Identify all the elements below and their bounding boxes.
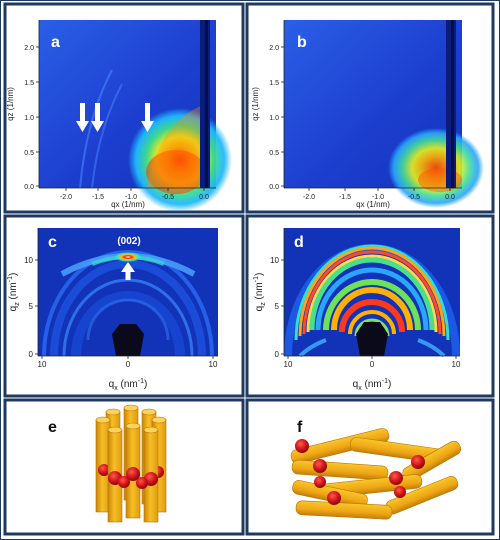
y-tick-label: 1.0 bbox=[269, 115, 279, 122]
panel-a-x-axis-label: qx (1/nm) bbox=[111, 200, 145, 209]
y-tick-label: 0 bbox=[275, 350, 280, 359]
panel-a-y-axis-label: qz (1/nm) bbox=[6, 87, 15, 121]
vertical-rod-bundle-illustration bbox=[95, 404, 167, 523]
y-tick-label: 0.5 bbox=[269, 150, 279, 157]
panel-d-y-axis-label: qz (nm-1) bbox=[253, 273, 267, 312]
panel-d-x-axis-label: qx (nm-1) bbox=[353, 378, 392, 392]
x-tick-label: 0 bbox=[126, 360, 131, 369]
panel-a-x-ticks: -2.0 -1.5 -1.0 -0.5 0.0 bbox=[60, 188, 209, 201]
y-tick-label: 0.0 bbox=[269, 184, 279, 191]
panel-c-y-axis-label: qz (nm-1) bbox=[7, 273, 21, 312]
panel-f-letter: f bbox=[297, 419, 303, 436]
y-tick-label: 1.5 bbox=[269, 80, 279, 87]
x-tick-label: 10 bbox=[452, 360, 461, 369]
x-tick-label: -1.0 bbox=[125, 194, 137, 201]
y-tick-label: 10 bbox=[24, 256, 33, 265]
panel-e-letter: e bbox=[48, 419, 57, 436]
panel-a: a -2.0 -1.5 -1.0 -0.5 0.0 0.0 0.5 1.0 1.5 2.0 qx… bbox=[3, 2, 245, 214]
panel-b-x-ticks: -2.0 -1.5 -1.0 -0.5 0.0 bbox=[303, 188, 455, 201]
panel-c: (002) c 10 0 10 0 5 10 qx (nm-1) qz (nm-1) bbox=[3, 214, 245, 398]
panel-d-y-ticks: 0 5 10 bbox=[270, 256, 284, 359]
x-tick-label: 0.0 bbox=[199, 194, 209, 201]
y-tick-label: 2.0 bbox=[269, 45, 279, 52]
x-tick-label: 10 bbox=[38, 360, 47, 369]
y-tick-label: 5 bbox=[275, 302, 280, 311]
panel-b-y-axis-label: qz (1/nm) bbox=[251, 87, 260, 121]
panel-a-letter: a bbox=[51, 34, 60, 51]
panel-b-letter: b bbox=[297, 34, 307, 51]
peak-arrow-icon bbox=[121, 262, 135, 280]
x-tick-label: -1.5 bbox=[339, 194, 351, 201]
y-tick-label: 2.0 bbox=[24, 45, 34, 52]
panel-e: e bbox=[3, 398, 245, 536]
x-tick-label: -1.0 bbox=[372, 194, 384, 201]
panel-f: f bbox=[245, 398, 495, 536]
y-tick-label: 0.0 bbox=[24, 184, 34, 191]
y-tick-label: 0.5 bbox=[24, 150, 34, 157]
x-tick-label: -0.5 bbox=[162, 194, 174, 201]
panel-d: d 10 0 10 0 5 10 qx (nm-1) qz (nm-1) bbox=[245, 214, 495, 398]
panel-b-x-axis-label: qx (1/nm) bbox=[356, 200, 390, 209]
panel-d-letter: d bbox=[294, 234, 304, 251]
x-tick-label: 10 bbox=[209, 360, 218, 369]
x-tick-label: -2.0 bbox=[60, 194, 72, 201]
panel-d-x-ticks: 10 0 10 bbox=[284, 356, 461, 369]
x-tick-label: -0.5 bbox=[408, 194, 420, 201]
y-tick-label: 0 bbox=[29, 350, 34, 359]
panel-c-letter: c bbox=[48, 234, 57, 251]
panel-c-y-ticks: 0 5 10 bbox=[24, 256, 38, 359]
y-tick-label: 10 bbox=[270, 256, 279, 265]
panel-b: b -2.0 -1.5 -1.0 -0.5 0.0 0.0 0.5 1.0 1.5 2.0 qx… bbox=[245, 2, 495, 214]
x-tick-label: 10 bbox=[284, 360, 293, 369]
x-tick-label: -2.0 bbox=[303, 194, 315, 201]
x-tick-label: 0.0 bbox=[445, 194, 455, 201]
disordered-rod-pile-illustration bbox=[290, 428, 462, 520]
panel-a-y-ticks: 0.0 0.5 1.0 1.5 2.0 bbox=[24, 45, 39, 191]
y-tick-label: 1.5 bbox=[24, 80, 34, 87]
y-tick-label: 5 bbox=[29, 302, 34, 311]
panel-c-x-ticks: 10 0 10 bbox=[38, 356, 218, 369]
panel-b-y-ticks: 0.0 0.5 1.0 1.5 2.0 bbox=[269, 45, 284, 191]
x-tick-label: -1.5 bbox=[92, 194, 104, 201]
annotation-arrow-icon bbox=[76, 103, 154, 132]
y-tick-label: 1.0 bbox=[24, 115, 34, 122]
peak-label: (002) bbox=[117, 236, 140, 247]
panel-c-x-axis-label: qx (nm-1) bbox=[109, 378, 148, 392]
x-tick-label: 0 bbox=[370, 360, 375, 369]
